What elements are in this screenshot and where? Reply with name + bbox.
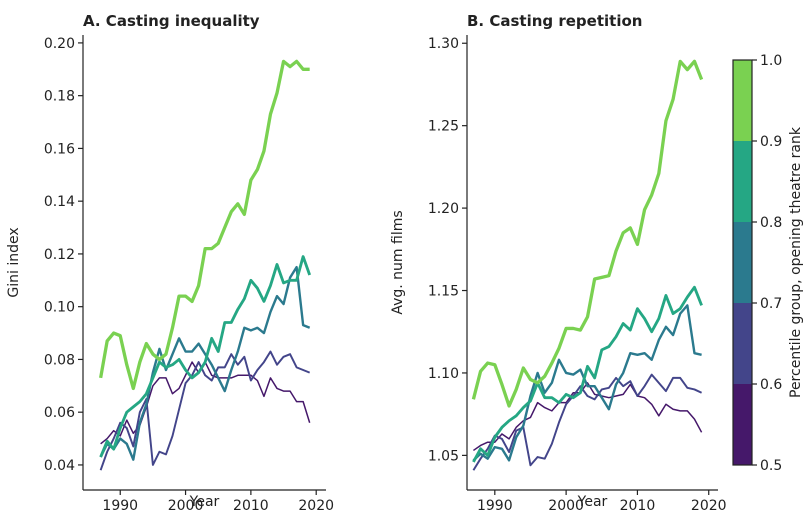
panel-title: B. Casting repetition	[467, 12, 642, 30]
y-tick-label: 1.30	[428, 36, 459, 52]
y-tick-label: 1.20	[428, 201, 459, 217]
colorbar-tick-label: 0.9	[760, 134, 782, 150]
colorbar-tick-label: 0.5	[760, 458, 782, 474]
y-tick-label: 0.18	[44, 89, 75, 105]
x-tick-label: 2020	[691, 498, 727, 510]
x-tick-label: 2010	[620, 498, 656, 510]
y-tick-label: 0.10	[44, 300, 75, 316]
y-axis-label: Avg. num films	[390, 210, 406, 314]
series-line	[99, 265, 311, 461]
y-tick-label: 0.04	[44, 458, 75, 474]
y-tick-label: 0.08	[44, 352, 75, 368]
series-line	[472, 382, 703, 452]
x-tick-label: 2000	[548, 498, 584, 510]
series-line	[471, 59, 704, 408]
y-tick-label: 0.16	[44, 141, 75, 157]
series-line	[99, 59, 310, 391]
x-tick-label: 2010	[233, 498, 269, 510]
x-axis-label: Year	[189, 494, 220, 510]
y-tick-label: 1.05	[428, 448, 459, 464]
y-tick-label: 0.06	[44, 405, 75, 421]
y-tick-label: 1.15	[428, 284, 459, 300]
colorbar-band	[733, 60, 752, 141]
x-tick-label: 1990	[102, 498, 138, 510]
series-line	[472, 285, 703, 463]
colorbar-tick-label: 1.0	[760, 53, 782, 69]
colorbar-frame	[732, 59, 753, 466]
y-tick-label: 1.25	[428, 119, 459, 135]
x-tick-label: 1990	[477, 498, 513, 510]
colorbar-tick-label: 0.6	[760, 377, 782, 393]
colorbar-band	[733, 141, 752, 222]
colorbar-label: Percentile group, opening theatre rank	[788, 126, 804, 398]
y-tick-label: 0.14	[44, 194, 75, 210]
y-axis-label: Gini index	[6, 227, 22, 297]
y-tick-label: 0.20	[44, 36, 75, 52]
colorbar-band	[733, 384, 752, 465]
x-axis-label: Year	[577, 494, 608, 510]
y-tick-label: 1.10	[428, 366, 459, 382]
panel-title: A. Casting inequality	[83, 12, 260, 30]
colorbar-tick-label: 0.7	[760, 296, 782, 312]
colorbar-band	[733, 222, 752, 303]
colorbar-tick-label: 0.8	[760, 215, 782, 231]
series-line	[99, 255, 312, 458]
series-line	[99, 350, 311, 471]
x-tick-label: 2000	[168, 498, 204, 510]
colorbar-band	[733, 303, 752, 384]
series-line	[472, 304, 702, 462]
y-tick-label: 0.12	[44, 247, 75, 263]
x-tick-label: 2020	[298, 498, 334, 510]
series-line	[472, 373, 703, 471]
